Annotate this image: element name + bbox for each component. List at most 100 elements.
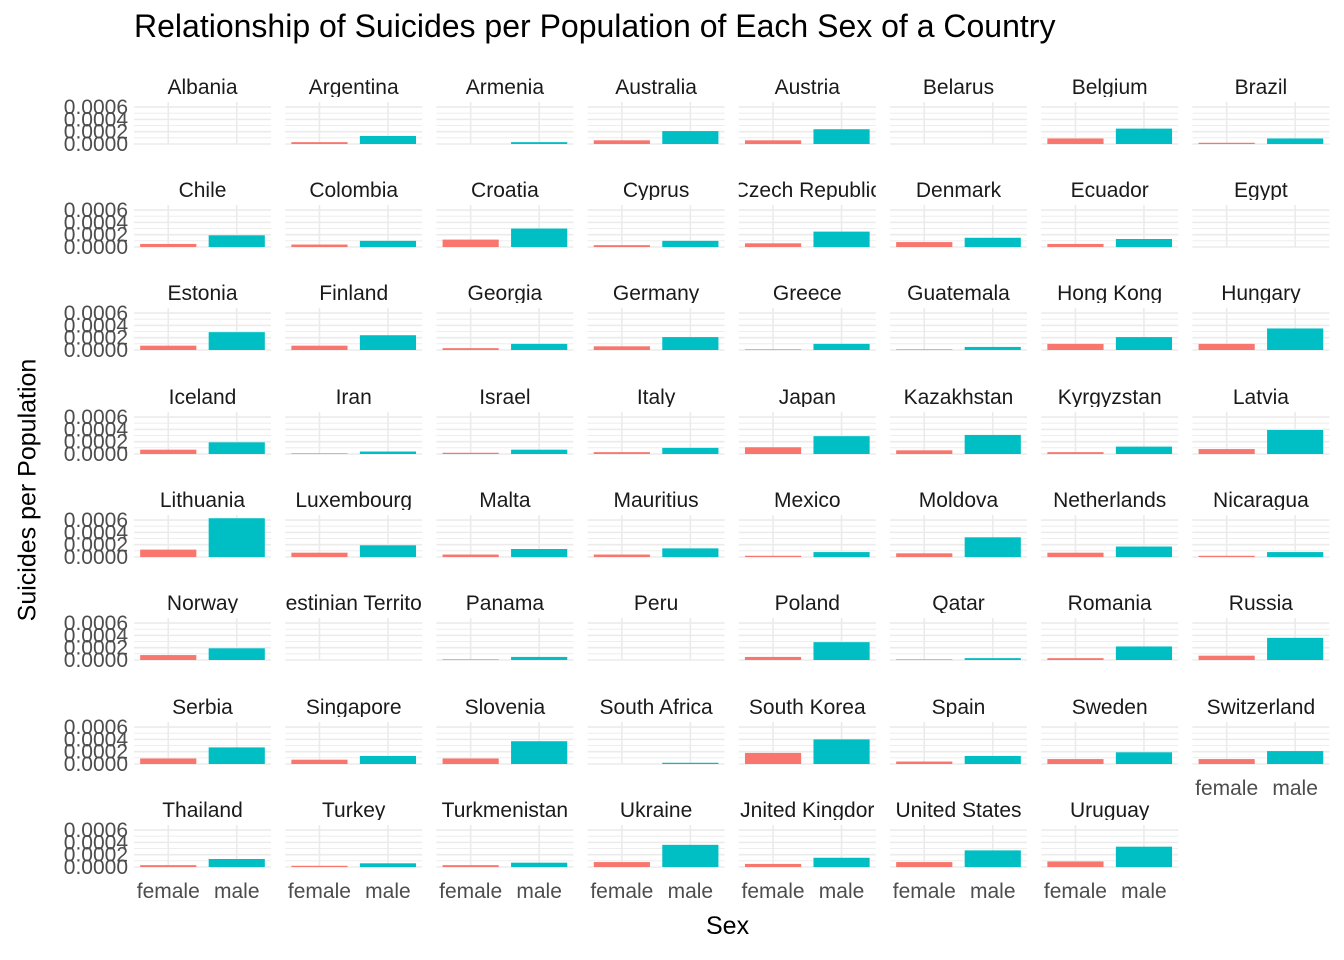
facet-title-italy: Italy [637,386,676,409]
bar-italy-male [662,447,719,454]
bar-poland-female [744,656,802,660]
bar-chile-male [208,235,265,247]
facet-title-sweden: Sweden [1072,696,1148,719]
facet-title-iceland: Iceland [169,386,237,409]
bar-estonia-female [140,345,197,350]
bar-netherlands-male [1115,546,1173,557]
bar-ukraine-female [593,862,650,867]
facet-title-japan: Japan [779,386,836,409]
y-tick-label: 0.0006 [64,199,128,222]
y-tick-label: 0.0004 [64,521,129,544]
bar-brazil-male [1267,138,1324,144]
x-tick-label-female: female [288,880,351,903]
bar-chile-female [140,243,197,247]
facet-title-armenia: Armenia [466,76,545,99]
facet-title-chile: Chile [179,179,227,202]
facet-title-latvia: Latvia [1233,386,1289,409]
facet-title-malta: Malta [479,489,531,512]
bar-turkey-female [291,865,348,867]
facet-title-austria: Austria [775,76,841,99]
facet-title-uruguay: Uruguay [1070,799,1150,822]
y-tick-label: 0.0006 [64,612,128,635]
x-tick-label-male: male [1272,777,1318,800]
y-tick-label: 0.0000 [64,546,128,569]
facet-title-moldova: Moldova [919,489,999,512]
x-axis-label: Sex [706,912,750,940]
bar-latvia-male [1267,430,1324,454]
bar-south-korea-female [744,752,802,764]
y-tick-label: 0.0000 [64,339,128,362]
bar-germany-female [593,346,650,350]
bar-japan-female [744,447,802,454]
y-tick-label: 0.0002 [64,741,128,764]
bar-slovenia-male [511,741,568,764]
facet-title-occupied-palestinian-territory: estinian Territo [286,592,422,615]
facet-title-peru: Peru [634,592,678,615]
facet-title-turkmenistan: Turkmenistan [442,799,568,822]
bar-poland-male [813,642,870,660]
facet-title-united-kingdom: Jnited Kingdor [740,799,874,822]
y-tick-label: 0.0000 [64,856,128,879]
bar-hungary-female [1198,343,1255,350]
bar-denmark-female [896,242,953,247]
facet-title-czech-republic: Czech Republic [734,179,881,202]
bar-kazakhstan-male [964,434,1021,454]
facet-title-slovenia: Slovenia [465,696,546,719]
bar-mexico-male [813,552,870,557]
bar-luxembourg-male [359,545,417,557]
facet-title-cyprus: Cyprus [623,179,690,202]
bar-israel-male [511,449,568,454]
facet-title-iran: Iran [336,386,372,409]
bar-italy-female [593,452,650,454]
facet-title-estonia: Estonia [167,282,237,305]
facet-title-netherlands: Netherlands [1053,489,1166,512]
facet-title-belarus: Belarus [923,76,994,99]
bar-mexico-female [744,555,802,557]
facet-title-denmark: Denmark [916,179,1002,202]
bar-sweden-female [1047,759,1104,764]
bar-norway-male [208,648,265,660]
bar-austria-male [813,129,870,144]
bar-kazakhstan-female [896,450,953,454]
bar-hungary-male [1267,328,1324,350]
facet-title-guatemala: Guatemala [907,282,1010,305]
bar-hong-kong-female [1047,343,1104,350]
bar-finland-male [359,335,417,350]
bar-argentina-female [291,142,348,144]
bar-nicaragua-female [1198,555,1255,557]
y-tick-label: 0.0002 [64,637,128,660]
y-tick-label: 0.0004 [64,211,129,234]
bar-australia-male [662,131,719,144]
bar-germany-male [662,337,719,350]
y-tick-label: 0.0006 [64,509,128,532]
bar-serbia-male [208,747,265,764]
bar-turkmenistan-female [442,865,499,867]
bar-lithuania-female [140,549,197,557]
facet-title-qatar: Qatar [932,592,985,615]
facet-title-russia: Russia [1229,592,1294,615]
facet-title-panama: Panama [466,592,545,615]
bar-uruguay-male [1115,846,1173,867]
bar-spain-male [964,756,1021,764]
y-tick-label: 0.0004 [64,314,129,337]
bar-iceland-female [140,449,197,454]
x-tick-label-female: female [1044,880,1107,903]
bar-united-kingdom-female [744,863,802,867]
y-tick-label: 0.0000 [64,443,128,466]
bar-united-kingdom-male [813,857,870,867]
bar-south-korea-male [813,739,870,764]
bar-malta-male [511,549,568,557]
y-tick-label: 0.0000 [64,753,128,776]
y-tick-label: 0.0000 [64,649,128,672]
bar-israel-female [442,452,499,454]
bar-switzerland-female [1198,759,1255,764]
bar-denmark-male [964,237,1021,247]
facet-title-argentina: Argentina [309,76,399,99]
bar-serbia-female [140,758,197,764]
bar-qatar-male [964,658,1021,660]
bar-colombia-male [359,240,417,247]
facet-title-serbia: Serbia [172,696,233,719]
bar-cyprus-female [593,245,650,247]
bar-moldova-male [964,537,1021,557]
bar-singapore-female [291,759,348,764]
